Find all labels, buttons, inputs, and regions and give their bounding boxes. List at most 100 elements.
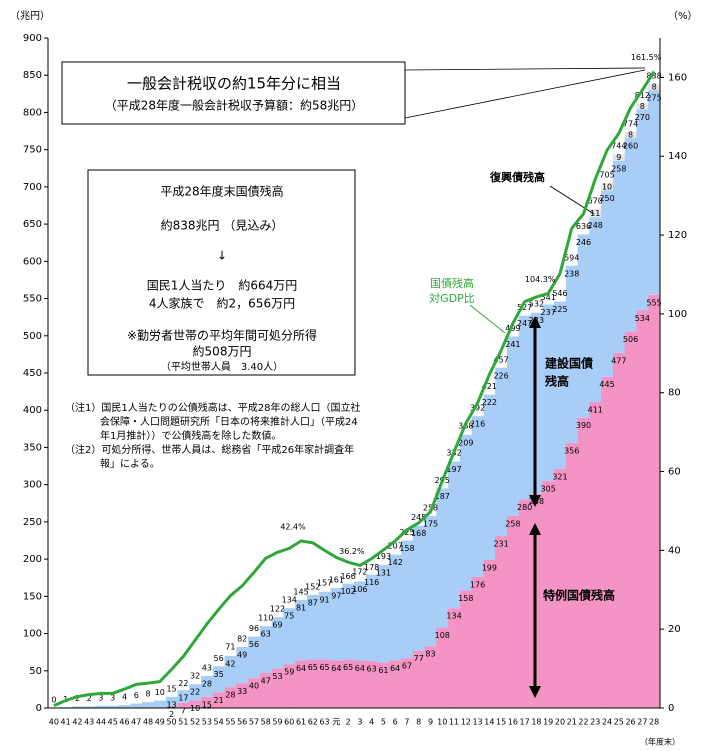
bar-segment bbox=[624, 137, 637, 332]
y-tick-label: 450 bbox=[23, 368, 42, 379]
total-label: 838 bbox=[646, 72, 661, 81]
segment-label: 65 bbox=[319, 663, 329, 672]
bar-segment bbox=[612, 154, 625, 161]
segment-label: 28 bbox=[202, 679, 212, 688]
segment-label: 258 bbox=[505, 519, 520, 528]
bar-segment bbox=[612, 352, 625, 708]
bar-segment bbox=[424, 646, 437, 708]
box2-text: 約508万円 bbox=[193, 344, 252, 359]
x-tick-label: 58 bbox=[261, 718, 271, 727]
bar-segment bbox=[389, 554, 402, 661]
segment-label: 411 bbox=[588, 406, 603, 415]
x-tick-label: 43 bbox=[84, 718, 94, 727]
bar-segment bbox=[248, 678, 261, 708]
bar-segment bbox=[83, 706, 96, 708]
bar-segment bbox=[448, 461, 461, 609]
total-label: 22 bbox=[178, 679, 188, 688]
segment-label: 97 bbox=[331, 592, 341, 601]
segment-label: 116 bbox=[364, 578, 379, 587]
y-tick-label: 300 bbox=[23, 480, 42, 491]
y2-tick-label: 20 bbox=[668, 624, 681, 635]
x-tick-label: 46 bbox=[119, 718, 129, 727]
total-label: 193 bbox=[376, 552, 391, 561]
bar-segment bbox=[377, 565, 390, 663]
x-tick-label: 8 bbox=[416, 718, 421, 727]
segment-label: 40 bbox=[249, 682, 259, 691]
bar-segment bbox=[601, 376, 614, 708]
bar-segment bbox=[212, 666, 225, 693]
bar-segment bbox=[330, 588, 343, 661]
y-tick-label: 150 bbox=[23, 591, 42, 602]
total-label: 8 bbox=[145, 690, 150, 699]
y2-tick-label: 40 bbox=[668, 545, 681, 556]
bar-segment bbox=[130, 703, 143, 708]
pointer bbox=[549, 185, 595, 215]
bar-segment bbox=[483, 394, 496, 560]
y-tick-label: 700 bbox=[23, 182, 42, 193]
segment-label: 63 bbox=[261, 630, 271, 639]
box2-text: 約838兆円 （見込み） bbox=[161, 218, 284, 233]
total-label: 457 bbox=[493, 355, 508, 364]
segment-label: 187 bbox=[435, 492, 450, 501]
segment-label: 47 bbox=[261, 677, 271, 686]
segment-label: 506 bbox=[623, 335, 638, 344]
note: 会保障・人口問題研究所「日本の将来推計人口」（平成24 bbox=[100, 415, 358, 428]
y-tick-label: 600 bbox=[23, 256, 42, 267]
bar-segment bbox=[165, 706, 178, 708]
segment-label: 225 bbox=[552, 305, 567, 314]
x-tick-label: 51 bbox=[178, 718, 188, 727]
bars bbox=[59, 84, 661, 708]
total-label: 705 bbox=[599, 171, 614, 180]
y-tick-label: 200 bbox=[23, 554, 42, 565]
segment-label: 258 bbox=[611, 164, 626, 173]
bar-segment bbox=[259, 673, 272, 708]
segment-label: 142 bbox=[388, 558, 403, 567]
bar-segment bbox=[601, 190, 614, 377]
segment-label: 321 bbox=[552, 473, 567, 482]
arrowhead bbox=[529, 686, 541, 698]
bar-segment bbox=[283, 608, 296, 665]
bar-segment bbox=[648, 294, 661, 708]
segment-label: 8 bbox=[640, 102, 645, 111]
y-tick-label: 800 bbox=[23, 107, 42, 118]
bar-segment bbox=[424, 515, 437, 647]
bar-segment bbox=[565, 265, 578, 443]
total-label: 2 bbox=[75, 694, 80, 703]
total-label: 32 bbox=[190, 672, 200, 681]
total-label: 71 bbox=[225, 643, 235, 652]
bar-segment bbox=[401, 540, 414, 659]
x-tick-label: 元 bbox=[332, 718, 340, 727]
x-tick-label: 3 bbox=[357, 718, 362, 727]
segment-label: 209 bbox=[458, 438, 473, 447]
total-label: 4 bbox=[122, 693, 127, 702]
total-label: 82 bbox=[237, 634, 247, 643]
segment-label: 250 bbox=[599, 194, 614, 203]
x-tick-label: 24 bbox=[602, 718, 612, 727]
segment-label: 270 bbox=[635, 113, 650, 122]
x-tick-label: 23 bbox=[590, 718, 600, 727]
bar-segment bbox=[106, 705, 119, 708]
bar-segment bbox=[306, 659, 319, 708]
box2-text: ※勤労者世帯の平均年間可処分所得 bbox=[127, 328, 317, 343]
segment-label: 75 bbox=[284, 612, 294, 621]
x-tick-label: 63 bbox=[319, 718, 329, 727]
bar-segment bbox=[389, 660, 402, 708]
total-label: 110 bbox=[258, 614, 273, 623]
bar-segment bbox=[271, 617, 284, 669]
x-tick-label: 11 bbox=[449, 718, 459, 727]
segment-label: 131 bbox=[376, 569, 391, 578]
bar-segment bbox=[577, 234, 590, 418]
x-tick-label: 47 bbox=[131, 718, 141, 727]
bar-segment bbox=[554, 469, 567, 708]
bar-segment bbox=[201, 696, 214, 708]
total-label: 145 bbox=[293, 588, 308, 597]
segment-label: 106 bbox=[352, 585, 367, 594]
x-tick-label: 59 bbox=[272, 718, 282, 727]
x-tick-label: 4 bbox=[369, 718, 374, 727]
segment-label: 158 bbox=[399, 544, 414, 553]
note: 年1月推計））で公債残高を除した数値。 bbox=[100, 429, 281, 442]
segment-label: 61 bbox=[378, 666, 388, 675]
bar-segment bbox=[448, 608, 461, 708]
total-label: 636 bbox=[576, 222, 591, 231]
